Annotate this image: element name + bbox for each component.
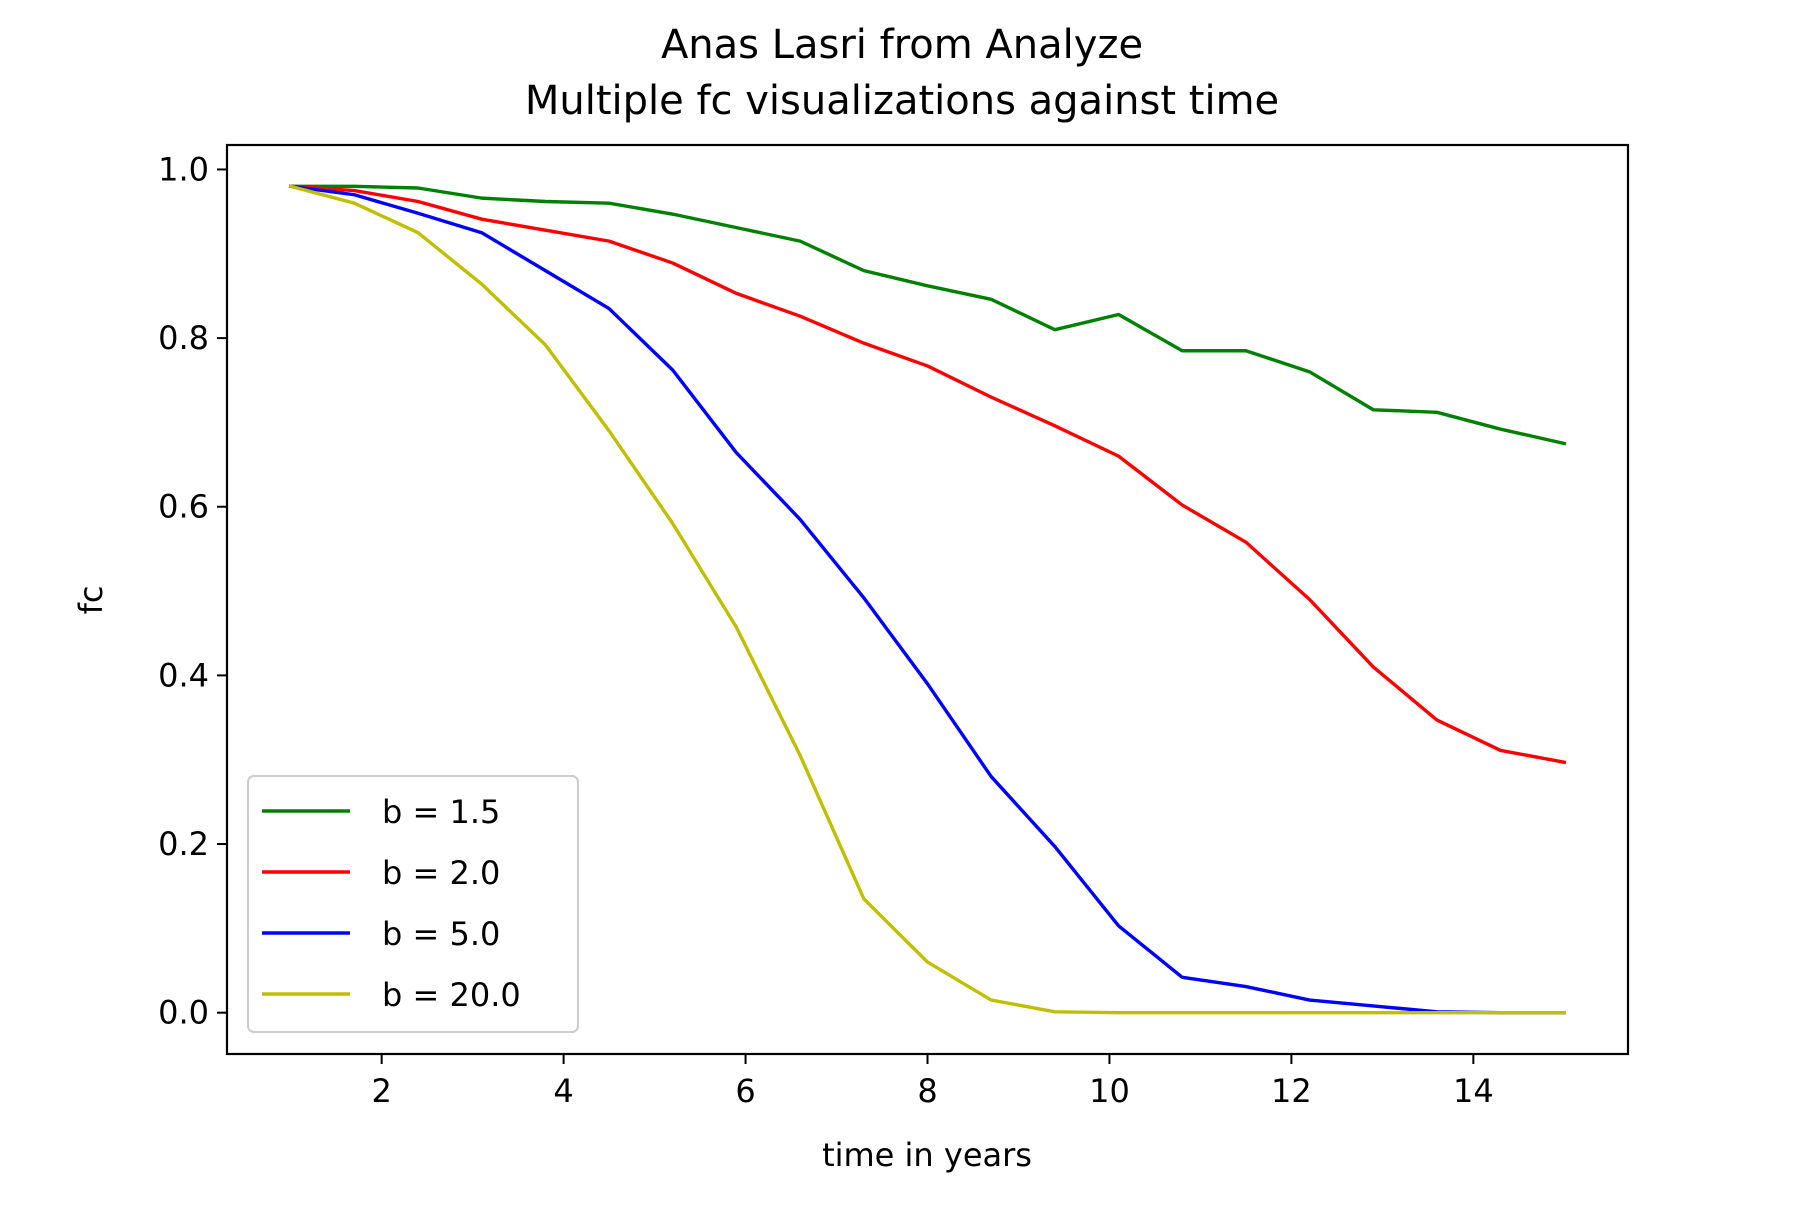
legend: b = 1.5 b = 2.0 b = 5.0 b = 20.0 — [247, 775, 579, 1033]
x-tick-label: 12 — [1271, 1072, 1312, 1110]
y-tick-label: 0.8 — [158, 319, 209, 357]
y-axis-label: fc — [72, 586, 110, 615]
chart-title-line-2: Multiple fc visualizations against time — [525, 78, 1279, 124]
x-tick-label: 10 — [1089, 1072, 1130, 1110]
x-axis-label: time in years — [822, 1136, 1032, 1174]
x-tick-label: 4 — [553, 1072, 573, 1110]
y-tick-label: 0.0 — [158, 994, 209, 1032]
x-tick-label: 2 — [371, 1072, 391, 1110]
y-tick-label: 0.2 — [158, 825, 209, 863]
series-layer — [288, 184, 1567, 1015]
legend-box — [247, 775, 579, 1033]
y-tick-label: 1.0 — [158, 150, 209, 188]
legend-label-1: b = 1.5 — [382, 793, 500, 831]
x-tick-label: 6 — [735, 1072, 755, 1110]
series-line-3 — [288, 184, 1567, 1015]
x-tick-label: 8 — [917, 1072, 937, 1110]
y-tick-label: 0.6 — [158, 488, 209, 526]
plot-area-frame — [225, 143, 1630, 1056]
series-line-2 — [288, 184, 1567, 765]
x-tick-label: 14 — [1453, 1072, 1494, 1110]
legend-label-4: b = 20.0 — [382, 976, 521, 1014]
chart-title-line-1: Anas Lasri from Analyze — [661, 22, 1143, 68]
series-line-1 — [288, 184, 1567, 446]
legend-label-3: b = 5.0 — [382, 915, 500, 953]
y-tick-label: 0.4 — [158, 656, 209, 694]
ticks-layer: 2 4 6 8 10 12 14 0.0 0.2 0.4 0.6 0.8 1.0 — [158, 150, 1494, 1110]
legend-label-2: b = 2.0 — [382, 854, 500, 892]
series-line-4 — [288, 184, 1567, 1015]
